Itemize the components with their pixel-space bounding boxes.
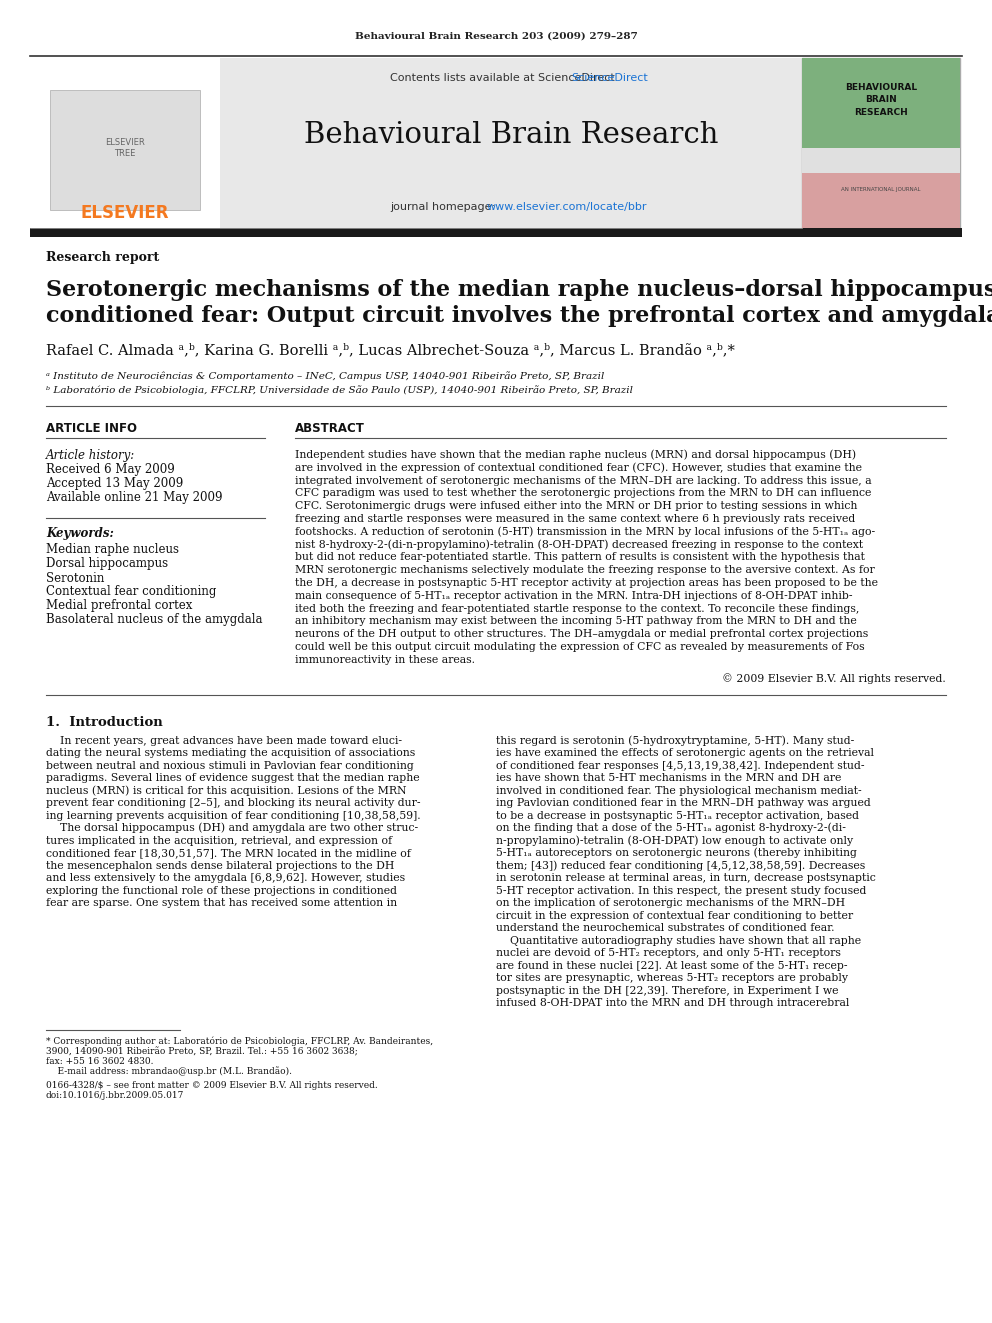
Text: postsynaptic in the DH [22,39]. Therefore, in Experiment I we: postsynaptic in the DH [22,39]. Therefor…	[496, 986, 838, 996]
Text: fax: +55 16 3602 4830.: fax: +55 16 3602 4830.	[46, 1057, 154, 1066]
Text: www.elsevier.com/locate/bbr: www.elsevier.com/locate/bbr	[487, 202, 648, 212]
Text: 5-HT₁ₐ autoreceptors on serotonergic neurons (thereby inhibiting: 5-HT₁ₐ autoreceptors on serotonergic neu…	[496, 848, 857, 859]
Text: AN INTERNATIONAL JOURNAL: AN INTERNATIONAL JOURNAL	[841, 188, 921, 193]
Text: Research report: Research report	[46, 251, 160, 265]
Text: nist 8-hydroxy-2-(di-n-propylamino)-tetralin (8-OH-DPAT) decreased freezing in r: nist 8-hydroxy-2-(di-n-propylamino)-tetr…	[295, 540, 863, 550]
Text: to be a decrease in postsynaptic 5-HT₁ₐ receptor activation, based: to be a decrease in postsynaptic 5-HT₁ₐ …	[496, 811, 859, 820]
Text: between neutral and noxious stimuli in Pavlovian fear conditioning: between neutral and noxious stimuli in P…	[46, 761, 414, 770]
Text: ing learning prevents acquisition of fear conditioning [10,38,58,59].: ing learning prevents acquisition of fea…	[46, 811, 421, 820]
Text: Behavioural Brain Research: Behavioural Brain Research	[304, 120, 718, 149]
Text: Serotonin: Serotonin	[46, 572, 104, 585]
Text: Received 6 May 2009: Received 6 May 2009	[46, 463, 175, 476]
Text: conditioned fear [18,30,51,57]. The MRN located in the midline of: conditioned fear [18,30,51,57]. The MRN …	[46, 848, 411, 859]
Text: Accepted 13 May 2009: Accepted 13 May 2009	[46, 478, 184, 491]
Text: ited both the freezing and fear-potentiated startle response to the context. To : ited both the freezing and fear-potentia…	[295, 603, 859, 614]
Text: are involved in the expression of contextual conditioned fear (CFC). However, st: are involved in the expression of contex…	[295, 463, 862, 474]
Text: infused 8-OH-DPAT into the MRN and DH through intracerebral: infused 8-OH-DPAT into the MRN and DH th…	[496, 998, 849, 1008]
Text: journal homepage:: journal homepage:	[390, 202, 499, 212]
Text: fear are sparse. One system that has received some attention in: fear are sparse. One system that has rec…	[46, 898, 397, 908]
Text: Contents lists available at ScienceDirect: Contents lists available at ScienceDirec…	[390, 73, 618, 83]
Text: Independent studies have shown that the median raphe nucleus (MRN) and dorsal hi: Independent studies have shown that the …	[295, 450, 856, 460]
Text: doi:10.1016/j.bbr.2009.05.017: doi:10.1016/j.bbr.2009.05.017	[46, 1091, 185, 1101]
Text: this regard is serotonin (5-hydroxytryptamine, 5-HT). Many stud-: this regard is serotonin (5-hydroxytrypt…	[496, 736, 854, 746]
Text: Contextual fear conditioning: Contextual fear conditioning	[46, 586, 216, 598]
FancyBboxPatch shape	[30, 58, 220, 228]
Text: CFC. Serotonimergic drugs were infused either into the MRN or DH prior to testin: CFC. Serotonimergic drugs were infused e…	[295, 501, 857, 511]
Text: involved in conditioned fear. The physiological mechanism mediat-: involved in conditioned fear. The physio…	[496, 786, 862, 795]
Text: Dorsal hippocampus: Dorsal hippocampus	[46, 557, 168, 570]
Text: the DH, a decrease in postsynaptic 5-HT receptor activity at projection areas ha: the DH, a decrease in postsynaptic 5-HT …	[295, 578, 878, 587]
Text: but did not reduce fear-potentiated startle. This pattern of results is consiste: but did not reduce fear-potentiated star…	[295, 553, 865, 562]
FancyBboxPatch shape	[802, 173, 960, 228]
Text: ing Pavlovian conditioned fear in the MRN–DH pathway was argued: ing Pavlovian conditioned fear in the MR…	[496, 798, 871, 808]
Text: exploring the functional role of these projections in conditioned: exploring the functional role of these p…	[46, 885, 397, 896]
Text: could well be this output circuit modulating the expression of CFC as revealed b: could well be this output circuit modula…	[295, 642, 865, 652]
Text: ies have shown that 5-HT mechanisms in the MRN and DH are: ies have shown that 5-HT mechanisms in t…	[496, 773, 841, 783]
Text: Article history:: Article history:	[46, 448, 135, 462]
Text: tor sites are presynaptic, whereas 5-HT₂ receptors are probably: tor sites are presynaptic, whereas 5-HT₂…	[496, 974, 848, 983]
FancyBboxPatch shape	[802, 148, 960, 173]
Text: footshocks. A reduction of serotonin (5-HT) transmission in the MRN by local inf: footshocks. A reduction of serotonin (5-…	[295, 527, 875, 537]
Text: 1.  Introduction: 1. Introduction	[46, 716, 163, 729]
Text: ARTICLE INFO: ARTICLE INFO	[46, 422, 137, 434]
Text: Rafael C. Almada ᵃ,ᵇ, Karina G. Borelli ᵃ,ᵇ, Lucas Albrechet-Souza ᵃ,ᵇ, Marcus L: Rafael C. Almada ᵃ,ᵇ, Karina G. Borelli …	[46, 343, 735, 357]
Text: In recent years, great advances have been made toward eluci-: In recent years, great advances have bee…	[46, 736, 402, 746]
Text: * Corresponding author at: Laboratório de Psicobiologia, FFCLRP, Av. Bandeirante: * Corresponding author at: Laboratório d…	[46, 1037, 434, 1046]
Text: 5-HT receptor activation. In this respect, the present study focused: 5-HT receptor activation. In this respec…	[496, 885, 866, 896]
Text: ᵇ Laboratório de Psicobiologia, FFCLRP, Universidade de São Paulo (USP), 14040-9: ᵇ Laboratório de Psicobiologia, FFCLRP, …	[46, 385, 633, 394]
Text: CFC paradigm was used to test whether the serotonergic projections from the MRN : CFC paradigm was used to test whether th…	[295, 488, 871, 499]
Text: E-mail address: mbrandao@usp.br (M.L. Brandão).: E-mail address: mbrandao@usp.br (M.L. Br…	[46, 1066, 292, 1077]
Text: them; [43]) reduced fear conditioning [4,5,12,38,58,59]. Decreases: them; [43]) reduced fear conditioning [4…	[496, 860, 865, 871]
Text: conditioned fear: Output circuit involves the prefrontal cortex and amygdala: conditioned fear: Output circuit involve…	[46, 306, 992, 327]
Text: Behavioural Brain Research 203 (2009) 279–287: Behavioural Brain Research 203 (2009) 27…	[354, 32, 638, 41]
Text: Serotonergic mechanisms of the median raphe nucleus–dorsal hippocampus in: Serotonergic mechanisms of the median ra…	[46, 279, 992, 302]
Text: Quantitative autoradiography studies have shown that all raphe: Quantitative autoradiography studies hav…	[496, 935, 861, 946]
Text: freezing and startle responses were measured in the same context where 6 h previ: freezing and startle responses were meas…	[295, 515, 855, 524]
Text: are found in these nuclei [22]. At least some of the 5-HT₁ recep-: are found in these nuclei [22]. At least…	[496, 960, 847, 971]
Text: Available online 21 May 2009: Available online 21 May 2009	[46, 492, 222, 504]
Text: an inhibitory mechanism may exist between the incoming 5-HT pathway from the MRN: an inhibitory mechanism may exist betwee…	[295, 617, 857, 626]
FancyBboxPatch shape	[802, 58, 960, 148]
Text: immunoreactivity in these areas.: immunoreactivity in these areas.	[295, 655, 475, 664]
Text: on the implication of serotonergic mechanisms of the MRN–DH: on the implication of serotonergic mecha…	[496, 898, 845, 908]
Text: ies have examined the effects of serotonergic agents on the retrieval: ies have examined the effects of seroton…	[496, 747, 874, 758]
Text: the mesencephalon sends dense bilateral projections to the DH: the mesencephalon sends dense bilateral …	[46, 860, 395, 871]
Text: tures implicated in the acquisition, retrieval, and expression of: tures implicated in the acquisition, ret…	[46, 836, 392, 845]
Text: ScienceDirect: ScienceDirect	[571, 73, 648, 83]
Text: neurons of the DH output to other structures. The DH–amygdala or medial prefront: neurons of the DH output to other struct…	[295, 630, 868, 639]
Text: Basolateral nucleus of the amygdala: Basolateral nucleus of the amygdala	[46, 614, 263, 627]
FancyBboxPatch shape	[30, 228, 962, 237]
Text: on the finding that a dose of the 5-HT₁ₐ agonist 8-hydroxy-2-(di-: on the finding that a dose of the 5-HT₁ₐ…	[496, 823, 846, 833]
Text: MRN serotonergic mechanisms selectively modulate the freezing response to the av: MRN serotonergic mechanisms selectively …	[295, 565, 875, 576]
Text: main consequence of 5-HT₁ₐ receptor activation in the MRN. Intra-DH injections o: main consequence of 5-HT₁ₐ receptor acti…	[295, 591, 852, 601]
Text: BEHAVIOURAL
BRAIN
RESEARCH: BEHAVIOURAL BRAIN RESEARCH	[845, 83, 917, 116]
FancyBboxPatch shape	[802, 58, 960, 228]
Text: The dorsal hippocampus (DH) and amygdala are two other struc-: The dorsal hippocampus (DH) and amygdala…	[46, 823, 418, 833]
Text: in serotonin release at terminal areas, in turn, decrease postsynaptic: in serotonin release at terminal areas, …	[496, 873, 876, 882]
Text: and less extensively to the amygdala [6,8,9,62]. However, studies: and less extensively to the amygdala [6,…	[46, 873, 405, 882]
Text: ᵃ Instituto de Neurociências & Comportamento – INeC, Campus USP, 14040-901 Ribei: ᵃ Instituto de Neurociências & Comportam…	[46, 372, 604, 381]
Text: Median raphe nucleus: Median raphe nucleus	[46, 544, 179, 557]
Text: understand the neurochemical substrates of conditioned fear.: understand the neurochemical substrates …	[496, 923, 834, 933]
FancyBboxPatch shape	[220, 58, 802, 228]
Text: Keywords:: Keywords:	[46, 528, 114, 541]
Text: 3900, 14090-901 Ribeirão Preto, SP, Brazil. Tel.: +55 16 3602 3638;: 3900, 14090-901 Ribeirão Preto, SP, Braz…	[46, 1046, 358, 1056]
Text: paradigms. Several lines of evidence suggest that the median raphe: paradigms. Several lines of evidence sug…	[46, 773, 420, 783]
Text: integrated involvement of serotonergic mechanisms of the MRN–DH are lacking. To : integrated involvement of serotonergic m…	[295, 475, 872, 486]
Text: n-propylamino)-tetralin (8-OH-DPAT) low enough to activate only: n-propylamino)-tetralin (8-OH-DPAT) low …	[496, 835, 853, 845]
Text: Medial prefrontal cortex: Medial prefrontal cortex	[46, 599, 192, 613]
Text: ABSTRACT: ABSTRACT	[295, 422, 365, 434]
Text: dating the neural systems mediating the acquisition of associations: dating the neural systems mediating the …	[46, 747, 416, 758]
Text: nucleus (MRN) is critical for this acquisition. Lesions of the MRN: nucleus (MRN) is critical for this acqui…	[46, 786, 407, 796]
Text: of conditioned fear responses [4,5,13,19,38,42]. Independent stud-: of conditioned fear responses [4,5,13,19…	[496, 761, 864, 770]
Text: © 2009 Elsevier B.V. All rights reserved.: © 2009 Elsevier B.V. All rights reserved…	[722, 673, 946, 684]
Text: ELSEVIER
TREE: ELSEVIER TREE	[105, 139, 145, 157]
Text: ELSEVIER: ELSEVIER	[80, 204, 170, 222]
FancyBboxPatch shape	[50, 90, 200, 210]
Text: 0166-4328/$ – see front matter © 2009 Elsevier B.V. All rights reserved.: 0166-4328/$ – see front matter © 2009 El…	[46, 1081, 378, 1090]
Text: prevent fear conditioning [2–5], and blocking its neural activity dur-: prevent fear conditioning [2–5], and blo…	[46, 798, 421, 808]
Text: nuclei are devoid of 5-HT₂ receptors, and only 5-HT₁ receptors: nuclei are devoid of 5-HT₂ receptors, an…	[496, 949, 841, 958]
Text: circuit in the expression of contextual fear conditioning to better: circuit in the expression of contextual …	[496, 910, 853, 921]
